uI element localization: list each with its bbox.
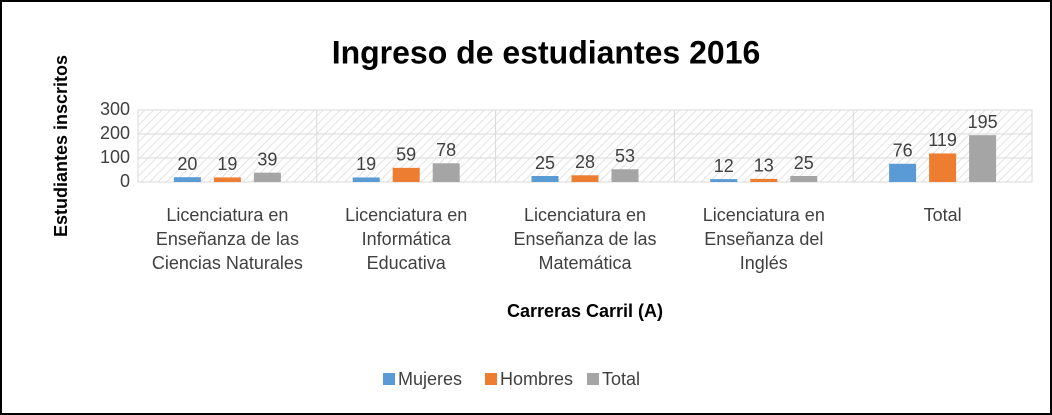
data-label: 12 [714,156,734,176]
x-tick-label: Licenciatura en Enseñanza de las Ciencias … [152,205,303,273]
bar [392,167,420,182]
bar [173,177,201,182]
legend-swatch [587,373,599,385]
legend-label: Total [602,369,640,389]
bar [969,135,997,182]
x-tick-label: Licenciatura en Informática Educativa [345,205,467,273]
data-label: 195 [968,112,998,132]
data-label: 25 [794,153,814,173]
bar [889,163,917,182]
bar [750,178,778,182]
data-label: 13 [754,156,774,176]
bar [611,169,639,182]
bar [710,179,738,182]
chart-title: Ingreso de estudiantes 2016 [332,34,761,70]
legend-swatch [383,373,395,385]
bar [571,175,599,182]
legend-label: Hombres [500,369,573,389]
data-label: 119 [928,130,957,150]
y-axis-label: Estudiantes inscritos [51,55,71,237]
bar [352,177,380,182]
data-label: 19 [356,154,376,174]
x-tick-label: Licenciatura en Enseñanza de las Matemátic… [513,205,656,273]
bar [929,153,957,182]
data-label: 28 [575,152,595,172]
bar [531,176,559,182]
plot-area [137,109,1033,183]
data-label: 20 [177,154,197,174]
y-tick-label: 200 [100,123,130,143]
bar [213,177,241,182]
bar [253,172,281,182]
y-tick-label: 300 [100,99,130,119]
x-axis-label: Carreras Carril (A) [507,301,663,321]
data-label: 78 [436,140,456,160]
legend-swatch [485,373,497,385]
data-label: 59 [396,145,416,165]
y-tick-label: 100 [100,147,130,167]
data-label: 39 [257,149,277,169]
bar [790,176,818,182]
data-label: 76 [893,141,913,161]
data-label: 19 [217,154,237,174]
legend-label: Mujeres [398,369,462,389]
x-tick-label: Total [924,205,962,225]
y-tick-label: 0 [120,171,130,191]
data-label: 53 [615,146,635,166]
x-tick-label: Licenciatura en Enseñanza del Inglés [703,205,825,273]
data-label: 25 [535,153,555,173]
bar [432,163,460,182]
